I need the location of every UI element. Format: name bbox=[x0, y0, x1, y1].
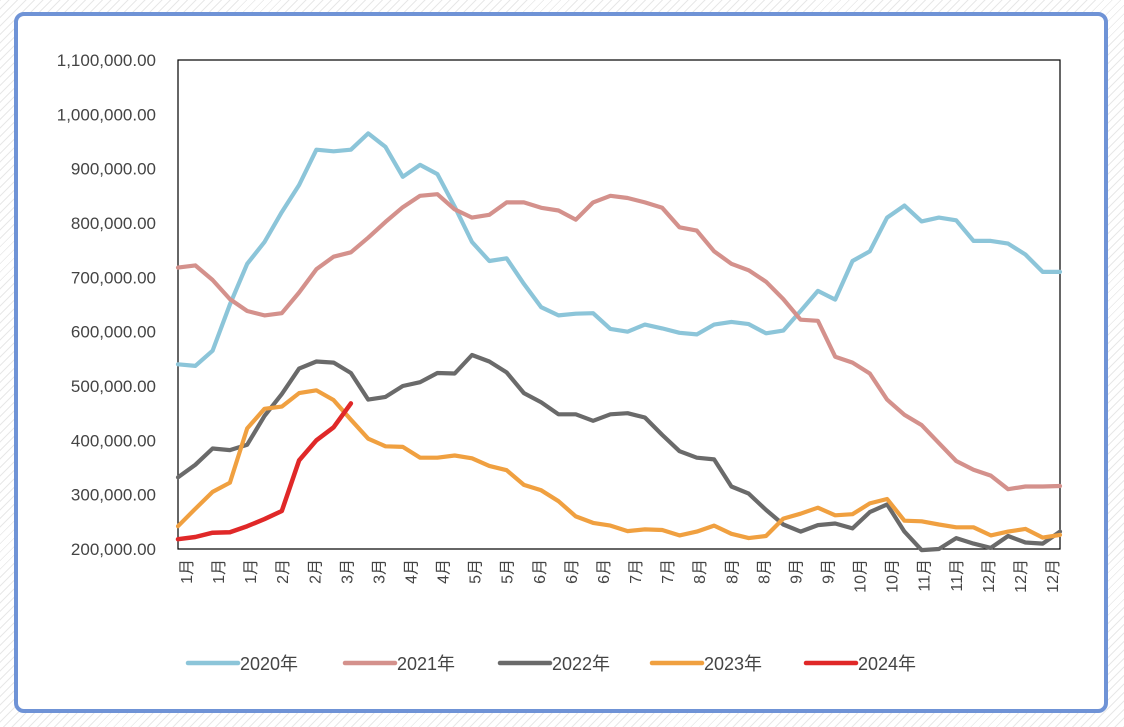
x-tick-label: 4月 bbox=[436, 559, 453, 584]
x-tick-label: 7月 bbox=[628, 559, 645, 584]
x-tick-label: 11月 bbox=[949, 559, 966, 592]
x-tick-label: 1月 bbox=[211, 559, 228, 584]
series-line-4 bbox=[175, 388, 1063, 541]
x-tick-label: 12月 bbox=[981, 559, 998, 593]
x-tick-label: 4月 bbox=[404, 559, 421, 584]
x-tick-label: 2月 bbox=[307, 559, 324, 584]
x-tick-label: 3月 bbox=[371, 559, 388, 584]
x-tick-label: 12月 bbox=[1013, 559, 1030, 593]
legend-label: 2024年 bbox=[858, 654, 916, 674]
x-tick-label: 8月 bbox=[692, 559, 709, 584]
x-tick-label: 12月 bbox=[1045, 559, 1062, 593]
x-tick-label: 3月 bbox=[339, 559, 356, 584]
y-tick-label: 200,000.00 bbox=[71, 540, 156, 559]
x-tick-label: 6月 bbox=[596, 559, 613, 584]
x-tick-label: 2月 bbox=[275, 559, 292, 584]
series-line-5 bbox=[175, 401, 354, 542]
y-tick-label: 900,000.00 bbox=[71, 160, 156, 179]
series-lines bbox=[175, 131, 1063, 553]
x-tick-label: 10月 bbox=[885, 559, 902, 593]
series-line-1 bbox=[175, 131, 1063, 368]
legend: 2020年 2021年 2022年 2023年 2024年 bbox=[185, 654, 916, 674]
series-line-2 bbox=[175, 192, 1063, 492]
x-tick-label: 1月 bbox=[243, 559, 260, 584]
x-tick-label: 10月 bbox=[853, 559, 870, 593]
y-tick-label: 1,000,000.00 bbox=[57, 105, 156, 124]
x-tick-label: 9月 bbox=[820, 559, 837, 584]
legend-label: 2020年 bbox=[240, 654, 298, 674]
x-tick-label: 7月 bbox=[660, 559, 677, 584]
plot-area bbox=[177, 59, 1061, 550]
x-axis: 1月 1月 1月 2月 2月 3月 3月 4月 4月 5月 5月 6月 6月 6月 7月 7月 8月 8月 8月 9月… bbox=[179, 559, 1062, 593]
series-line-3 bbox=[175, 352, 1063, 553]
plot-border bbox=[177, 59, 1061, 550]
y-axis: 200,000.00 300,000.00 400,000.00 500,000.00… bbox=[57, 51, 156, 559]
legend-label: 2023年 bbox=[704, 654, 762, 674]
y-tick-label: 800,000.00 bbox=[71, 214, 156, 233]
x-tick-label: 6月 bbox=[564, 559, 581, 584]
y-tick-label: 300,000.00 bbox=[71, 486, 156, 505]
x-tick-label: 9月 bbox=[788, 559, 805, 584]
x-tick-label: 8月 bbox=[756, 559, 773, 584]
x-tick-label: 5月 bbox=[468, 559, 485, 584]
y-tick-label: 600,000.00 bbox=[71, 323, 156, 342]
legend-label: 2022年 bbox=[552, 654, 610, 674]
y-tick-label: 500,000.00 bbox=[71, 377, 156, 396]
x-tick-label: 6月 bbox=[532, 559, 549, 584]
y-tick-label: 400,000.00 bbox=[71, 431, 156, 450]
legend-label: 2021年 bbox=[397, 654, 455, 674]
x-tick-label: 8月 bbox=[724, 559, 741, 584]
y-tick-label: 700,000.00 bbox=[71, 268, 156, 287]
x-tick-label: 1月 bbox=[179, 559, 196, 584]
x-tick-label: 5月 bbox=[500, 559, 517, 584]
x-tick-label: 11月 bbox=[917, 559, 934, 592]
y-tick-label: 1,100,000.00 bbox=[57, 51, 156, 70]
